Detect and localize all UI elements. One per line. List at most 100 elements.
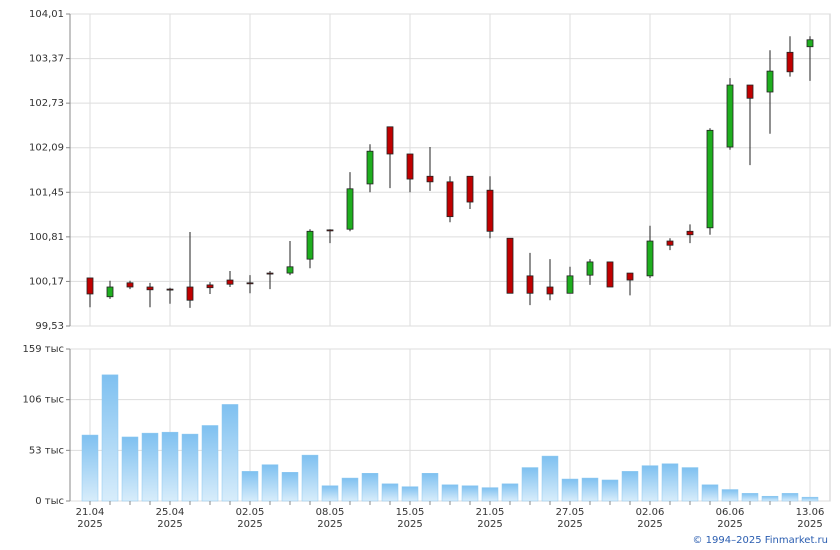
volume-bar <box>641 465 659 502</box>
y-tick-label: 100,17 <box>29 276 64 287</box>
x-tick-label: 13.06 2025 <box>795 507 825 530</box>
candle-body <box>626 272 634 281</box>
x-tick-label: 25.04 2025 <box>155 507 185 530</box>
volume-bar <box>281 472 299 502</box>
candle-body <box>666 240 674 246</box>
candle-body <box>306 230 314 260</box>
y-tick-label: 100,81 <box>29 232 64 243</box>
volume-bar <box>361 473 379 502</box>
candle-body <box>406 153 414 180</box>
volume-bar <box>441 484 459 502</box>
candle-body <box>606 261 614 288</box>
x-tick-label: 02.06 2025 <box>635 507 665 530</box>
candle-body <box>226 279 234 285</box>
volume-bar <box>561 478 579 502</box>
volume-bar <box>541 455 559 502</box>
candle-body <box>746 84 754 99</box>
volume-bar <box>301 454 319 502</box>
y-tick-label: 103,37 <box>29 54 64 65</box>
x-tick-label: 08.05 2025 <box>315 507 345 530</box>
volume-bar <box>141 432 159 502</box>
candle-body <box>566 275 574 294</box>
candle-body <box>806 39 814 48</box>
candle-body <box>326 229 334 232</box>
y-tick-label: 99,53 <box>35 321 64 332</box>
x-tick-label: 15.05 2025 <box>395 507 425 530</box>
volume-bar <box>741 493 759 502</box>
volume-bar <box>521 467 539 502</box>
volume-bar <box>801 496 819 502</box>
volume-bar <box>201 425 219 502</box>
volume-bar <box>421 473 439 502</box>
volume-bar <box>501 483 519 502</box>
candle-body <box>346 188 354 230</box>
candle-body <box>186 286 194 301</box>
x-tick-label: 21.05 2025 <box>475 507 505 530</box>
candle-body <box>166 288 174 291</box>
volume-bar <box>481 487 499 502</box>
candle-body <box>586 261 594 276</box>
volume-bar <box>781 493 799 502</box>
volume-bar <box>401 486 419 502</box>
x-tick-label: 27.05 2025 <box>555 507 585 530</box>
candle-body <box>86 277 94 295</box>
candle-body <box>646 240 654 277</box>
candle-body <box>386 126 394 155</box>
candle-body <box>286 266 294 274</box>
candle-body <box>126 282 134 288</box>
volume-bar <box>241 471 259 502</box>
x-tick-label: 06.06 2025 <box>715 507 745 530</box>
candle-body <box>506 237 514 294</box>
candle-body <box>446 181 454 218</box>
volume-bar <box>221 404 239 502</box>
candle-body <box>686 230 694 236</box>
candle-body <box>546 286 554 295</box>
candle-body <box>266 272 274 275</box>
volume-bar <box>101 374 119 502</box>
candle-body <box>486 189 494 232</box>
volume-bar <box>121 436 139 502</box>
candle-body <box>706 129 714 229</box>
candle-body <box>766 70 774 93</box>
volume-bar <box>621 471 639 502</box>
volume-bar <box>381 483 399 502</box>
y-tick-label: 159 тыс <box>23 344 64 355</box>
y-tick-label: 104,01 <box>29 9 64 20</box>
volume-bar <box>661 463 679 502</box>
volume-bar <box>601 479 619 502</box>
candle-body <box>106 286 114 298</box>
x-tick-label: 21.04 2025 <box>75 507 105 530</box>
candle-body <box>526 275 534 294</box>
volume-bar <box>761 495 779 502</box>
y-tick-label: 53 тыс <box>29 445 64 456</box>
volume-bar <box>161 431 179 502</box>
plot-frame <box>69 13 831 327</box>
y-tick-label: 101,45 <box>29 187 64 198</box>
candle-body <box>426 175 434 183</box>
footer: © 1994–2025 Finmarket.ru <box>692 535 828 546</box>
volume-bar <box>461 485 479 502</box>
candle-body <box>726 84 734 148</box>
candle-body <box>146 286 154 291</box>
y-tick-label: 106 тыс <box>23 395 64 406</box>
candle-body <box>206 284 214 289</box>
candle-body <box>246 282 254 285</box>
volume-bar <box>581 477 599 502</box>
y-tick-label: 102,09 <box>29 143 64 154</box>
x-tick-label: 02.05 2025 <box>235 507 265 530</box>
y-tick-label: 102,73 <box>29 98 64 109</box>
candle-body <box>466 175 474 203</box>
volume-bar <box>701 484 719 502</box>
volume-bar <box>721 489 739 502</box>
candle-body <box>786 51 794 73</box>
volume-bar <box>681 467 699 502</box>
candle-body <box>366 150 374 185</box>
volume-bar <box>341 477 359 502</box>
volume-bar <box>81 434 99 502</box>
y-tick-label: 0 тыс <box>35 496 64 507</box>
volume-bar <box>181 433 199 502</box>
volume-bar <box>321 485 339 502</box>
volume-bar <box>261 464 279 502</box>
